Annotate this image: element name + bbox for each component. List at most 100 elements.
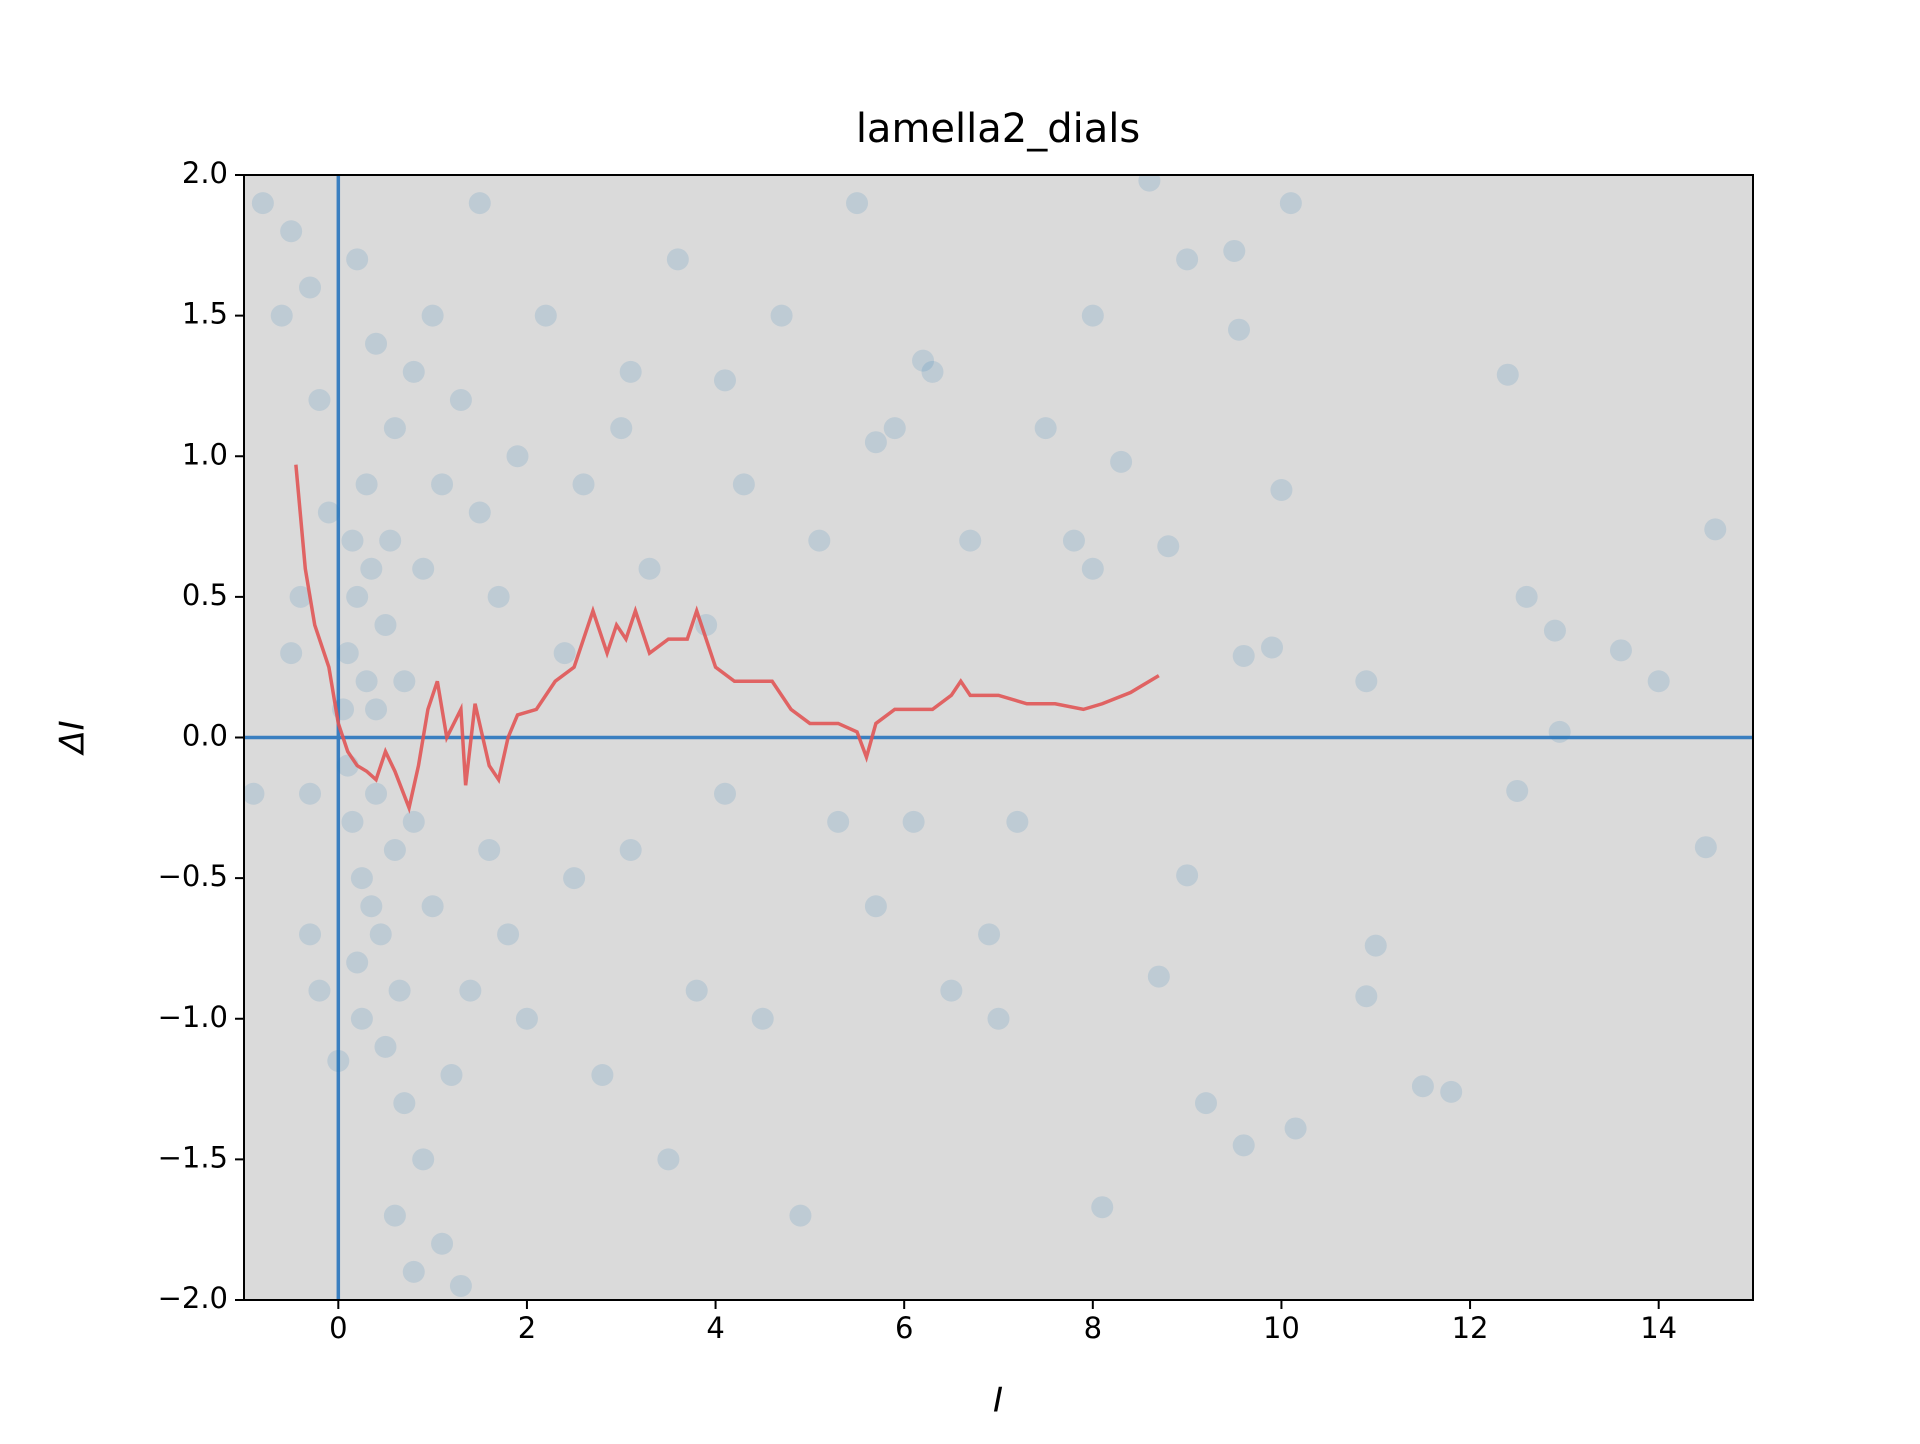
scatter-point xyxy=(289,585,312,608)
scatter-point xyxy=(808,529,831,552)
scatter-point xyxy=(987,1007,1010,1030)
scatter-point xyxy=(421,895,444,918)
scatter-point xyxy=(1062,529,1085,552)
scatter-point xyxy=(341,529,364,552)
scatter-point xyxy=(412,557,435,580)
scatter-point xyxy=(1543,619,1566,642)
scatter-point xyxy=(1284,1117,1307,1140)
scatter-point xyxy=(1704,518,1727,541)
scatter-point xyxy=(515,1007,538,1030)
scatter-point xyxy=(440,1064,463,1086)
scatter-point xyxy=(350,867,373,890)
scatter-point xyxy=(402,1260,425,1283)
scatter-point xyxy=(346,248,369,271)
scatter-point xyxy=(360,895,383,918)
scatter-point xyxy=(1440,1080,1463,1103)
scatter-point xyxy=(666,248,689,271)
scatter-point xyxy=(1176,864,1199,887)
scatter-point xyxy=(1548,720,1571,743)
scatter-point xyxy=(308,979,331,1002)
y-tick-label: 0.5 xyxy=(182,578,228,612)
scatter-point xyxy=(610,417,633,440)
scatter-point xyxy=(846,192,869,215)
scatter-point xyxy=(308,389,331,411)
scatter-point xyxy=(317,501,340,524)
scatter-point xyxy=(902,810,925,833)
scatter-point xyxy=(1364,934,1387,957)
scatter-point xyxy=(1355,670,1378,693)
scatter-point xyxy=(431,1232,454,1255)
scatter-point xyxy=(388,979,411,1002)
scatter-point xyxy=(360,557,383,580)
y-tick-label: −0.5 xyxy=(158,859,228,893)
scatter-point xyxy=(299,782,322,805)
scatter-point xyxy=(940,979,963,1002)
scatter-point xyxy=(1496,363,1519,386)
scatter-point xyxy=(459,979,482,1002)
scatter-point xyxy=(355,473,378,496)
scatter-point xyxy=(1647,670,1670,693)
scatter-point xyxy=(1506,779,1529,802)
scatter-point xyxy=(1081,557,1104,580)
scatter-point xyxy=(346,585,369,608)
scatter-point xyxy=(1223,239,1246,262)
x-tick-label: 10 xyxy=(1263,1311,1300,1345)
scatter-point xyxy=(1006,810,1029,833)
scatter-point xyxy=(1091,1196,1114,1219)
chart-title: lamella2_dials xyxy=(856,106,1140,152)
scatter-point xyxy=(978,923,1001,946)
scatter-point xyxy=(374,614,397,636)
scatter-point xyxy=(244,782,265,805)
scatter-point xyxy=(921,360,944,383)
scatter-point xyxy=(341,810,364,833)
scatter-point xyxy=(251,192,274,215)
scatter-point xyxy=(383,1204,406,1227)
scatter-point xyxy=(732,473,755,496)
x-tick-label: 14 xyxy=(1640,1311,1677,1345)
scatter-point xyxy=(1227,318,1250,341)
scatter-point xyxy=(713,782,736,805)
scatter-point xyxy=(572,473,595,496)
scatter-point xyxy=(355,670,378,693)
scatter-point xyxy=(350,1007,373,1030)
scatter-point xyxy=(751,1007,774,1030)
scatter-point xyxy=(864,895,887,918)
scatter-point xyxy=(713,369,736,392)
scatter-point xyxy=(638,557,661,580)
scatter-point xyxy=(402,360,425,383)
scatter-point xyxy=(1110,450,1133,473)
scatter-point xyxy=(619,839,642,861)
scatter-point xyxy=(1147,965,1170,988)
scatter-point xyxy=(431,473,454,496)
y-tick-label: 1.0 xyxy=(182,437,228,471)
scatter-point xyxy=(685,979,708,1002)
scatter-point xyxy=(1194,1092,1217,1115)
scatter-point xyxy=(770,304,793,327)
scatter-point xyxy=(393,670,416,693)
scatter-point xyxy=(487,585,510,608)
scatter-point xyxy=(365,332,388,355)
scatter-point xyxy=(299,276,322,299)
plot-area xyxy=(244,175,1753,1300)
running-mean-line xyxy=(294,464,1160,814)
scatter-point xyxy=(912,349,935,372)
scatter-point xyxy=(1279,192,1302,215)
scatter-point xyxy=(365,698,388,721)
scatter-point xyxy=(336,642,359,665)
x-axis-label: I xyxy=(993,1381,1003,1421)
scatter-point xyxy=(506,445,529,468)
scatter-point xyxy=(299,923,322,946)
scatter-point xyxy=(383,417,406,440)
scatter-point xyxy=(959,529,982,552)
y-tick-label: 1.5 xyxy=(182,297,228,331)
x-tick-label: 6 xyxy=(895,1311,913,1345)
scatter-point xyxy=(468,192,491,215)
scatter-point xyxy=(1138,175,1161,192)
scatter-point xyxy=(553,642,576,665)
scatter-point xyxy=(1609,639,1632,662)
scatter-point xyxy=(412,1148,435,1171)
scatter-point xyxy=(327,1049,350,1072)
scatter-point xyxy=(1694,836,1717,859)
scatter-point xyxy=(1232,644,1255,667)
